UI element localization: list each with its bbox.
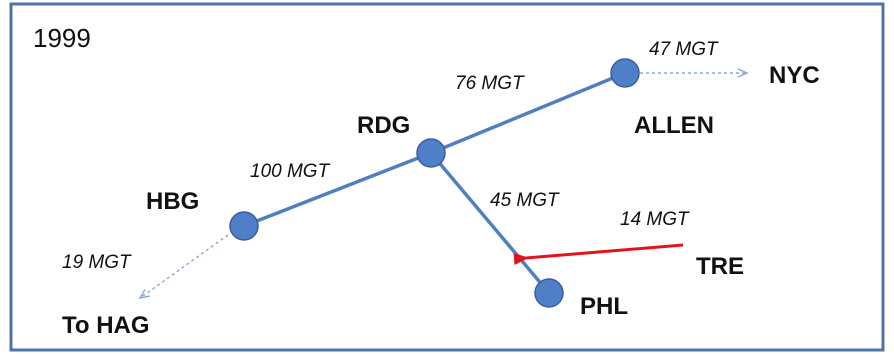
flow-label-rdg-allen: 76 MGT bbox=[455, 73, 525, 94]
arrow-hbg-hag bbox=[138, 234, 229, 300]
arrow-tre-phl bbox=[513, 243, 684, 265]
node-allen bbox=[610, 58, 640, 88]
edge-hbg-rdg bbox=[242, 151, 433, 228]
city-label-allen: ALLEN bbox=[634, 112, 714, 139]
edge-rdg-allen bbox=[429, 71, 627, 155]
city-label-rdg: RDG bbox=[357, 112, 410, 139]
node-hbg bbox=[229, 211, 259, 241]
flow-label-hbg-hag: 19 MGT bbox=[62, 252, 132, 273]
node-rdg bbox=[416, 138, 446, 168]
city-label-tre: TRE bbox=[696, 253, 744, 280]
flow-label-allen-nyc: 47 MGT bbox=[649, 39, 719, 60]
flow-label-rdg-phl: 45 MGT bbox=[490, 190, 560, 211]
edge-rdg-phl bbox=[429, 151, 551, 295]
node-phl bbox=[534, 278, 564, 308]
city-label-phl: PHL bbox=[580, 293, 628, 320]
city-label-nyc: NYC bbox=[769, 62, 820, 89]
flow-label-hbg-rdg: 100 MGT bbox=[250, 161, 331, 182]
year-label: 1999 bbox=[33, 23, 91, 53]
diagram-frame bbox=[9, 2, 885, 352]
city-label-hag: To HAG bbox=[62, 312, 150, 339]
flow-label-tre-phl: 14 MGT bbox=[620, 209, 690, 230]
city-label-hbg: HBG bbox=[146, 188, 199, 215]
